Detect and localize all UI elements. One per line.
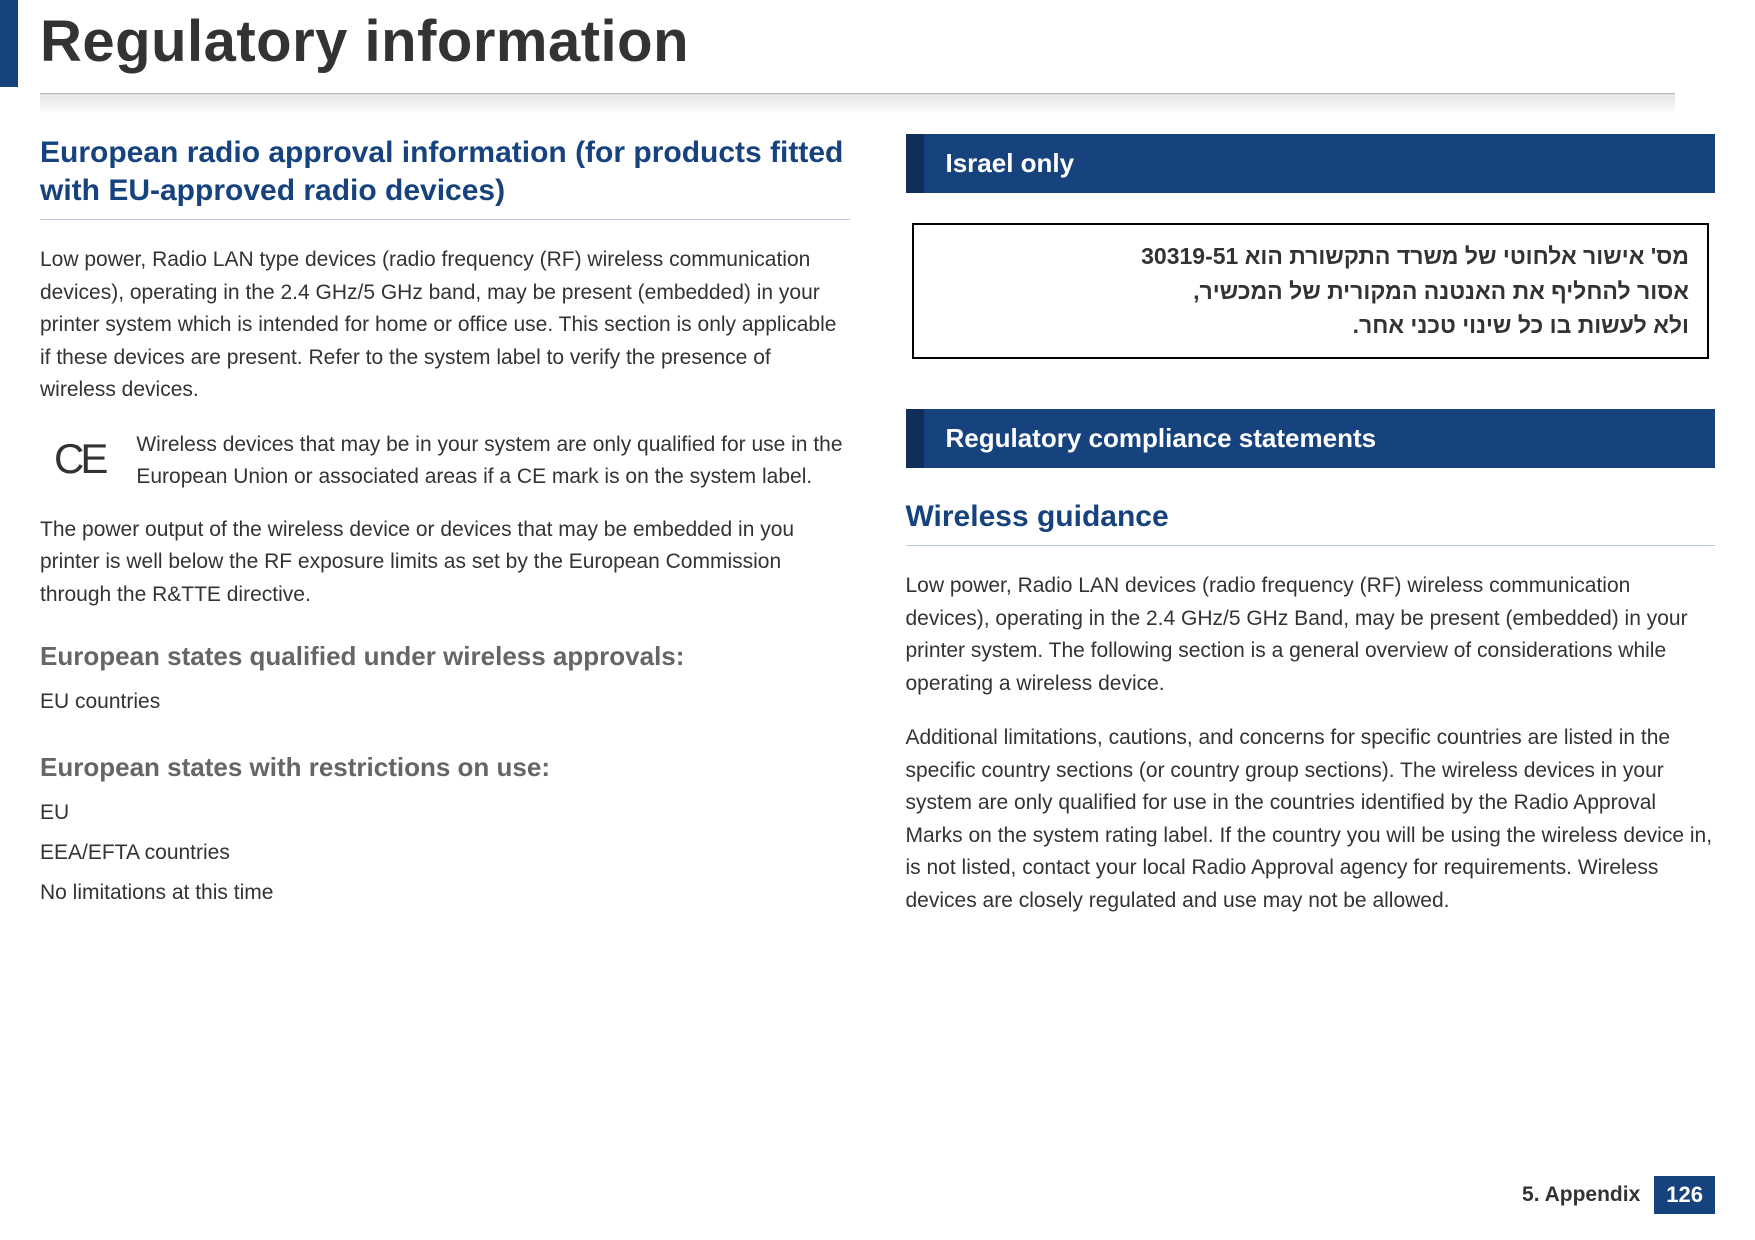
european-approval-intro: Low power, Radio LAN type devices (radio…: [40, 244, 850, 407]
israel-only-heading: Israel only: [906, 134, 1716, 193]
title-shadow: [40, 96, 1675, 114]
header: Regulatory information: [0, 0, 1755, 114]
ce-mark-text: Wireless devices that may be in your sys…: [136, 429, 849, 494]
restrictions-heading: European states with restrictions on use…: [40, 752, 850, 783]
ce-mark-icon: CE: [40, 429, 108, 483]
hebrew-line: אסור להחליף את האנטנה המקורית של המכשיר,: [932, 274, 1690, 309]
restriction-line: No limitations at this time: [40, 873, 850, 913]
page-title: Regulatory information: [40, 0, 689, 87]
title-accent-bar: [0, 0, 18, 87]
qualified-states-line: EU countries: [40, 682, 850, 722]
restriction-line: EU: [40, 793, 850, 833]
hebrew-line: מס' אישור אלחוטי של משרד התקשורת הוא 303…: [932, 239, 1690, 274]
regulatory-compliance-heading: Regulatory compliance statements: [906, 409, 1716, 468]
left-column: European radio approval information (for…: [40, 134, 850, 939]
hebrew-line: ולא לעשות בו כל שינוי טכני אחר.: [932, 308, 1690, 343]
israel-hebrew-box: מס' אישור אלחוטי של משרד התקשורת הוא 303…: [912, 223, 1710, 359]
wireless-guidance-para2: Additional limitations, cautions, and co…: [906, 722, 1716, 917]
restriction-line: EEA/EFTA countries: [40, 833, 850, 873]
wireless-guidance-para1: Low power, Radio LAN devices (radio freq…: [906, 570, 1716, 700]
footer-page-number: 126: [1654, 1176, 1715, 1214]
ce-mark-row: CE Wireless devices that may be in your …: [40, 429, 850, 494]
wireless-guidance-heading: Wireless guidance: [906, 498, 1716, 547]
right-column: Israel only מס' אישור אלחוטי של משרד התק…: [906, 134, 1716, 939]
power-output-text: The power output of the wireless device …: [40, 514, 850, 612]
european-approval-heading: European radio approval information (for…: [40, 134, 850, 220]
qualified-states-heading: European states qualified under wireless…: [40, 641, 850, 672]
footer: 5. Appendix 126: [1522, 1176, 1715, 1214]
title-row: Regulatory information: [0, 0, 1715, 87]
document-page: Regulatory information European radio ap…: [0, 0, 1755, 1240]
footer-chapter: 5. Appendix: [1522, 1183, 1640, 1207]
content-columns: European radio approval information (for…: [0, 114, 1755, 939]
